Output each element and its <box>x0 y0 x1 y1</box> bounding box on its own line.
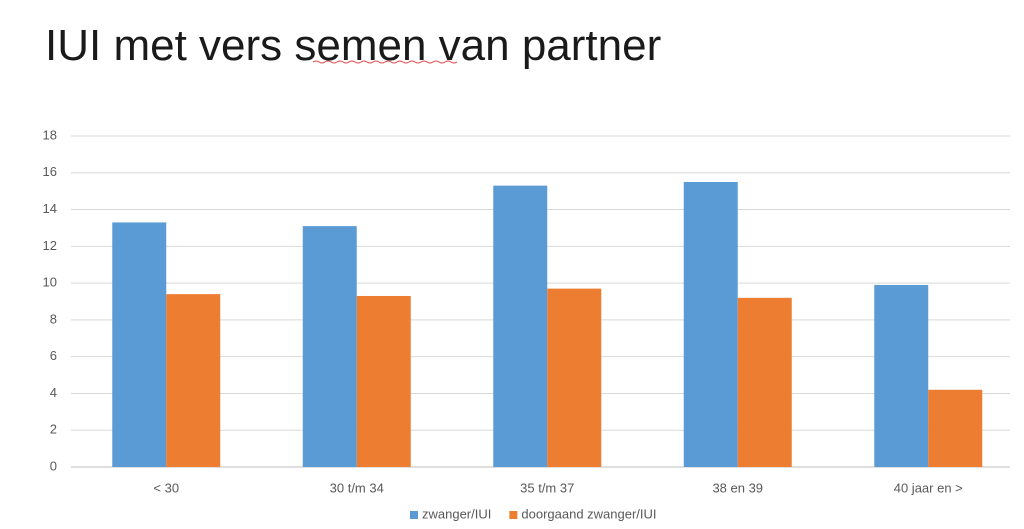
y-tick-label: 14 <box>43 201 57 216</box>
legend-swatch <box>509 511 518 519</box>
bar <box>874 284 929 467</box>
bar <box>928 389 983 467</box>
y-tick-label: 16 <box>43 164 57 179</box>
bar <box>493 185 548 467</box>
spellcheck-underline <box>312 60 458 64</box>
y-tick-label: 8 <box>50 311 57 326</box>
y-tick-label: 12 <box>43 238 57 253</box>
bar <box>356 295 411 467</box>
legend-label: zwanger/IUI <box>422 506 491 521</box>
x-tick-label: < 30 <box>153 480 179 495</box>
x-tick-label: 35 t/m 37 <box>520 480 574 495</box>
y-tick-label: 2 <box>50 422 57 437</box>
bar <box>302 226 357 467</box>
bar <box>737 297 792 467</box>
bar <box>547 288 602 467</box>
chart-title: IUI met vers semen van partner <box>45 21 661 70</box>
legend-swatch <box>410 511 418 519</box>
y-tick-label: 4 <box>50 385 57 400</box>
y-tick-label: 0 <box>50 458 57 473</box>
bar <box>683 181 738 467</box>
bar <box>112 222 167 467</box>
y-tick-label: 18 <box>43 127 57 142</box>
y-tick-label: 6 <box>50 348 57 363</box>
x-tick-label: 38 en 39 <box>712 480 763 495</box>
x-tick-label: 40 jaar en > <box>894 480 963 495</box>
bar <box>166 294 221 467</box>
x-tick-label: 30 t/m 34 <box>330 480 384 495</box>
legend-label: doorgaand zwanger/IUI <box>521 506 656 521</box>
y-tick-label: 10 <box>43 275 57 290</box>
